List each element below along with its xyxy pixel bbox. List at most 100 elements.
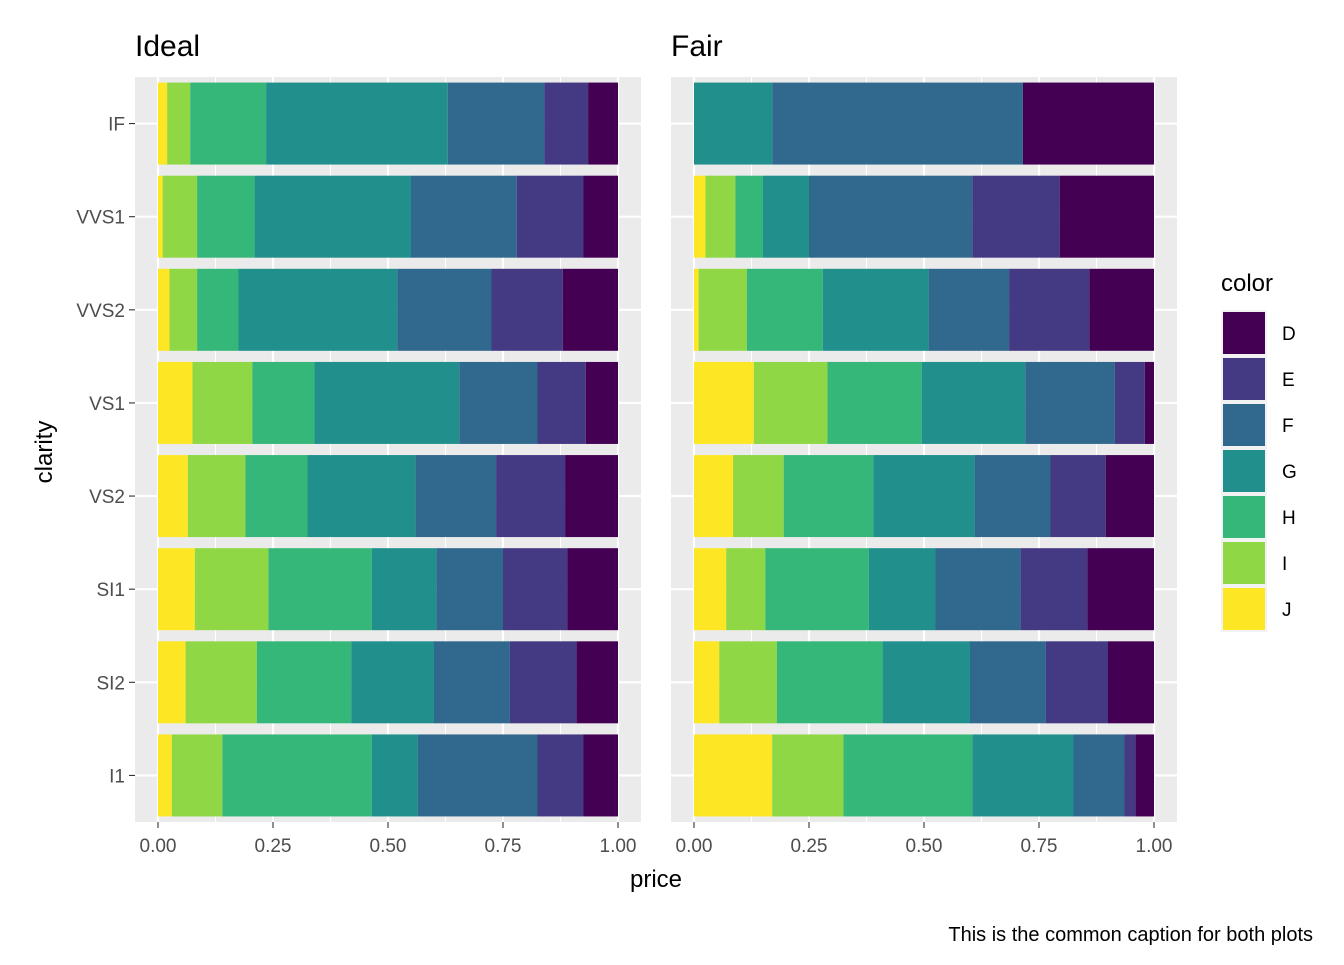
bar-segment-si1-i <box>726 548 766 631</box>
bar-segment-i1-e <box>537 734 584 817</box>
bar-segment-si1-e <box>503 548 568 631</box>
bar-segment-si1-f <box>935 548 1021 631</box>
x-tick-label: 0.00 <box>140 836 177 857</box>
bar-segment-i1-d <box>583 734 618 817</box>
bar-segment-si2-i <box>719 641 777 724</box>
y-tick-label: SI1 <box>96 580 125 601</box>
bar-segment-si1-g <box>868 548 936 631</box>
bar-segment-vvs1-d <box>1059 175 1154 258</box>
x-tick-label: 0.00 <box>676 836 713 857</box>
bar-segment-vs1-i <box>753 361 828 444</box>
bar-segment-si2-e <box>1045 641 1108 724</box>
bar-segment-vvs1-g <box>254 175 411 258</box>
y-tick-label: I1 <box>109 766 125 787</box>
bar-segment-vs2-j <box>694 455 734 538</box>
chart-caption: This is the common caption for both plot… <box>948 924 1313 946</box>
legend-key-h <box>1223 496 1265 538</box>
legend-key-d <box>1223 312 1265 354</box>
bar-segment-if-j <box>158 82 168 165</box>
y-tick-label: VVS2 <box>76 301 125 322</box>
bar-segment-si1-h <box>765 548 869 631</box>
bar-segment-i1-g <box>972 734 1074 817</box>
panel-ideal: Ideal 0.00 0.25 0.50 0.75 1.00 IF VVS1 VVS2 VS1 VS… <box>76 30 641 857</box>
y-tick-label: VS2 <box>89 487 125 508</box>
bar-segment-i1-i <box>772 734 844 817</box>
bar-segment-vs2-i <box>733 455 784 538</box>
legend-label: D <box>1282 324 1296 345</box>
bar-segment-si1-i <box>194 548 269 631</box>
bar-segment-vs2-h <box>245 455 308 538</box>
y-tick-label: SI2 <box>96 673 125 694</box>
y-tick-label: VS1 <box>89 394 125 415</box>
x-tick-label: 1.00 <box>1136 836 1173 857</box>
legend-key-e <box>1223 358 1265 400</box>
bar-segment-vvs2-f <box>397 268 492 351</box>
x-tick-label: 0.75 <box>485 836 522 857</box>
bar-segment-vvs2-d <box>1089 268 1154 351</box>
bar-segment-si2-j <box>694 641 720 724</box>
bar-segment-vs2-f <box>974 455 1051 538</box>
bar-segment-si2-i <box>185 641 257 724</box>
y-axis-title: clarity <box>31 421 58 484</box>
bar-segment-vvs1-i <box>705 175 736 258</box>
bar-segment-vvs2-j <box>694 268 699 351</box>
bar-segment-vs2-e <box>496 455 566 538</box>
bar-segment-if-f <box>447 82 545 165</box>
legend-label: E <box>1282 370 1295 391</box>
bar-segment-vvs1-e <box>972 175 1060 258</box>
legend-key-g <box>1223 450 1265 492</box>
bar-segment-vvs2-d <box>562 268 618 351</box>
bar-segment-if-g <box>694 82 773 165</box>
bar-segment-i1-e <box>1124 734 1136 817</box>
bar-segment-si2-f <box>434 641 510 724</box>
bar-segment-vvs2-i <box>698 268 747 351</box>
bar-segment-si1-g <box>371 548 437 631</box>
legend-label: F <box>1282 416 1294 437</box>
bar-segment-vs2-d <box>565 455 618 538</box>
bar-segment-if-h <box>190 82 267 165</box>
x-axis-title: price <box>630 866 682 893</box>
bar-segment-vvs1-g <box>763 175 809 258</box>
panel-fair: Fair 0.00 0.25 0.50 0.75 1.00 <box>671 30 1177 857</box>
bar-segment-si2-d <box>576 641 618 724</box>
bar-segment-vs2-g <box>307 455 416 538</box>
x-tick-label: 0.25 <box>255 836 292 857</box>
bar-segment-vs1-h <box>827 361 922 444</box>
bar-segment-vs2-h <box>783 455 874 538</box>
bar-segment-vvs1-f <box>809 175 973 258</box>
bar-segment-si1-j <box>158 548 195 631</box>
bar-segment-i1-j <box>694 734 773 817</box>
bar-segment-if-e <box>544 82 589 165</box>
bar-segment-if-d <box>588 82 618 165</box>
y-tick-label: VVS1 <box>76 208 125 229</box>
bar-segment-si2-d <box>1108 641 1154 724</box>
bar-segment-si1-d <box>567 548 618 631</box>
bar-segment-if-g <box>266 82 448 165</box>
bar-segment-vs1-h <box>252 361 315 444</box>
chart-panels: Ideal 0.00 0.25 0.50 0.75 1.00 IF VVS1 VVS2 VS1 VS… <box>76 30 1177 857</box>
legend-key-i <box>1223 542 1265 584</box>
bar-segment-vvs2-i <box>169 268 198 351</box>
bar-segment-vvs1-f <box>411 175 517 258</box>
legend-label: G <box>1282 462 1297 483</box>
bar-segment-vvs2-e <box>1009 268 1090 351</box>
x-tick-label: 1.00 <box>600 836 637 857</box>
bar-segment-vs1-f <box>1025 361 1115 444</box>
bar-segment-if-i <box>167 82 191 165</box>
bar-segment-vs2-f <box>415 455 497 538</box>
legend-label: J <box>1282 600 1292 621</box>
bar-segment-vs2-e <box>1050 455 1106 538</box>
bar-segment-vvs1-e <box>516 175 584 258</box>
bar-segment-vs2-g <box>873 455 975 538</box>
bar-segment-vvs2-j <box>158 268 170 351</box>
x-tick-label: 0.75 <box>1021 836 1058 857</box>
bar-segment-i1-g <box>371 734 418 817</box>
legend-key-j <box>1223 588 1265 630</box>
bar-segment-if-f <box>772 82 1023 165</box>
bar-segment-vvs1-i <box>162 175 198 258</box>
bar-segment-i1-i <box>171 734 223 817</box>
legend: color D E F G H I J <box>1221 270 1297 632</box>
bar-segment-vvs2-e <box>491 268 563 351</box>
